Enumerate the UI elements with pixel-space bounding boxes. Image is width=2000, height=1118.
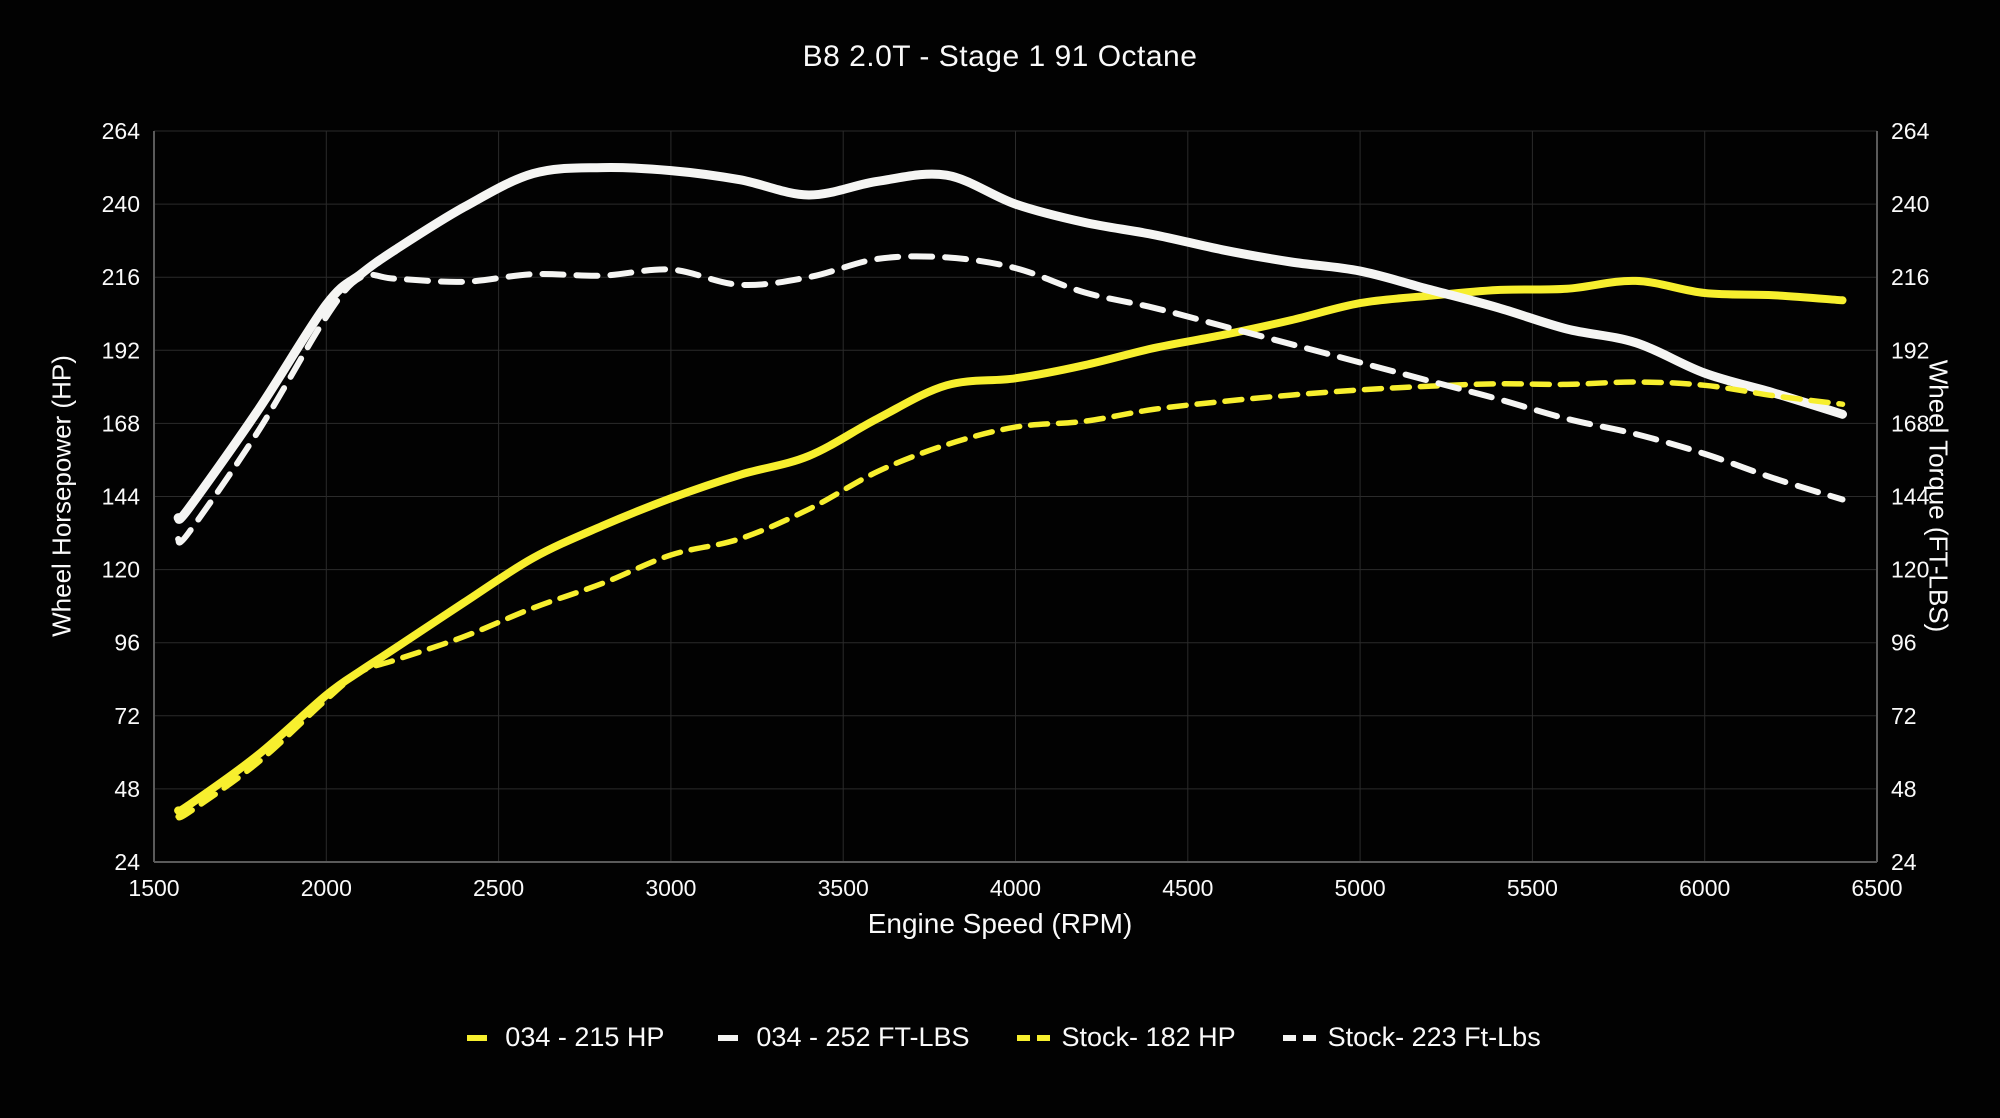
legend-item-2[interactable]: Stock- 182 HP bbox=[1016, 1022, 1236, 1053]
y-tick-right: 144 bbox=[1891, 484, 1930, 510]
x-tick: 4500 bbox=[1162, 875, 1213, 901]
y-tick-left: 96 bbox=[114, 630, 140, 656]
y-tick-right: 264 bbox=[1891, 118, 1930, 144]
x-tick: 6000 bbox=[1679, 875, 1730, 901]
y-tick-right: 48 bbox=[1891, 776, 1917, 802]
series-line-2-dashed bbox=[175, 379, 1846, 821]
legend-label: 034 - 215 HP bbox=[505, 1022, 665, 1052]
legend-item-3[interactable]: Stock- 223 Ft-Lbs bbox=[1282, 1022, 1541, 1053]
y-axis-left-title: Wheel Horsepower (HP) bbox=[46, 355, 77, 637]
tick-labels: 24 24 48 48 72 72 96 96 120 120 144 144 168 168 192 192… bbox=[102, 118, 1930, 901]
y-tick-left: 144 bbox=[102, 484, 141, 510]
legend-marker-solid-icon bbox=[718, 1034, 739, 1041]
series-line-0-solid bbox=[174, 276, 1847, 816]
y-tick-left: 264 bbox=[102, 118, 141, 144]
x-tick: 5500 bbox=[1507, 875, 1558, 901]
y-tick-left: 48 bbox=[114, 776, 140, 802]
x-tick: 3000 bbox=[645, 875, 696, 901]
x-axis-title: Engine Speed (RPM) bbox=[867, 908, 1133, 939]
axis-spines bbox=[153, 131, 1878, 863]
y-axis-right-title: Wheel Torque (FT-LBS) bbox=[1923, 359, 1954, 633]
y-tick-right: 24 bbox=[1891, 849, 1917, 875]
x-tick: 2500 bbox=[473, 875, 524, 901]
legend-item-1[interactable]: 034 - 252 FT-LBS bbox=[710, 1022, 970, 1053]
y-tick-left: 24 bbox=[114, 849, 140, 875]
x-tick: 2000 bbox=[301, 875, 352, 901]
x-tick: 5000 bbox=[1335, 875, 1386, 901]
y-tick-right: 216 bbox=[1891, 264, 1929, 290]
x-tick: 1500 bbox=[128, 875, 179, 901]
y-tick-right: 96 bbox=[1891, 630, 1917, 656]
chart-title: B8 2.0T - Stage 1 91 Octane bbox=[802, 40, 1198, 73]
legend-marker-dashed-icon bbox=[1282, 1034, 1316, 1041]
y-tick-left: 120 bbox=[102, 557, 140, 583]
y-tick-right: 168 bbox=[1891, 410, 1929, 436]
y-tick-right: 192 bbox=[1891, 337, 1929, 363]
x-tick: 6500 bbox=[1851, 875, 1902, 901]
y-tick-right: 72 bbox=[1891, 703, 1917, 729]
legend-label: Stock- 182 HP bbox=[1061, 1022, 1236, 1052]
legend-item-0[interactable]: 034 - 215 HP bbox=[459, 1022, 664, 1053]
legend-marker-solid-icon bbox=[467, 1034, 488, 1041]
plot-area: 24 24 48 48 72 72 96 96 120 120 144 144 168 168 192 192… bbox=[102, 118, 1930, 901]
y-tick-left: 240 bbox=[102, 191, 140, 217]
legend-label: 034 - 252 FT-LBS bbox=[756, 1022, 970, 1052]
y-tick-left: 72 bbox=[114, 703, 140, 729]
legend-marker-dashed-icon bbox=[1016, 1034, 1050, 1041]
series-line-1-solid bbox=[173, 162, 1847, 524]
y-tick-right: 240 bbox=[1891, 191, 1929, 217]
x-tick: 4000 bbox=[990, 875, 1041, 901]
y-tick-left: 168 bbox=[102, 410, 140, 436]
y-tick-left: 216 bbox=[102, 264, 140, 290]
legend-label: Stock- 223 Ft-Lbs bbox=[1327, 1022, 1541, 1052]
y-tick-right: 120 bbox=[1891, 557, 1929, 583]
y-tick-left: 192 bbox=[102, 337, 140, 363]
chart-legend: 034 - 215 HP 034 - 252 FT-LBS Stock- 182 H… bbox=[0, 1022, 2000, 1053]
series-line-3-dashed bbox=[175, 253, 1846, 546]
x-tick: 3500 bbox=[818, 875, 869, 901]
